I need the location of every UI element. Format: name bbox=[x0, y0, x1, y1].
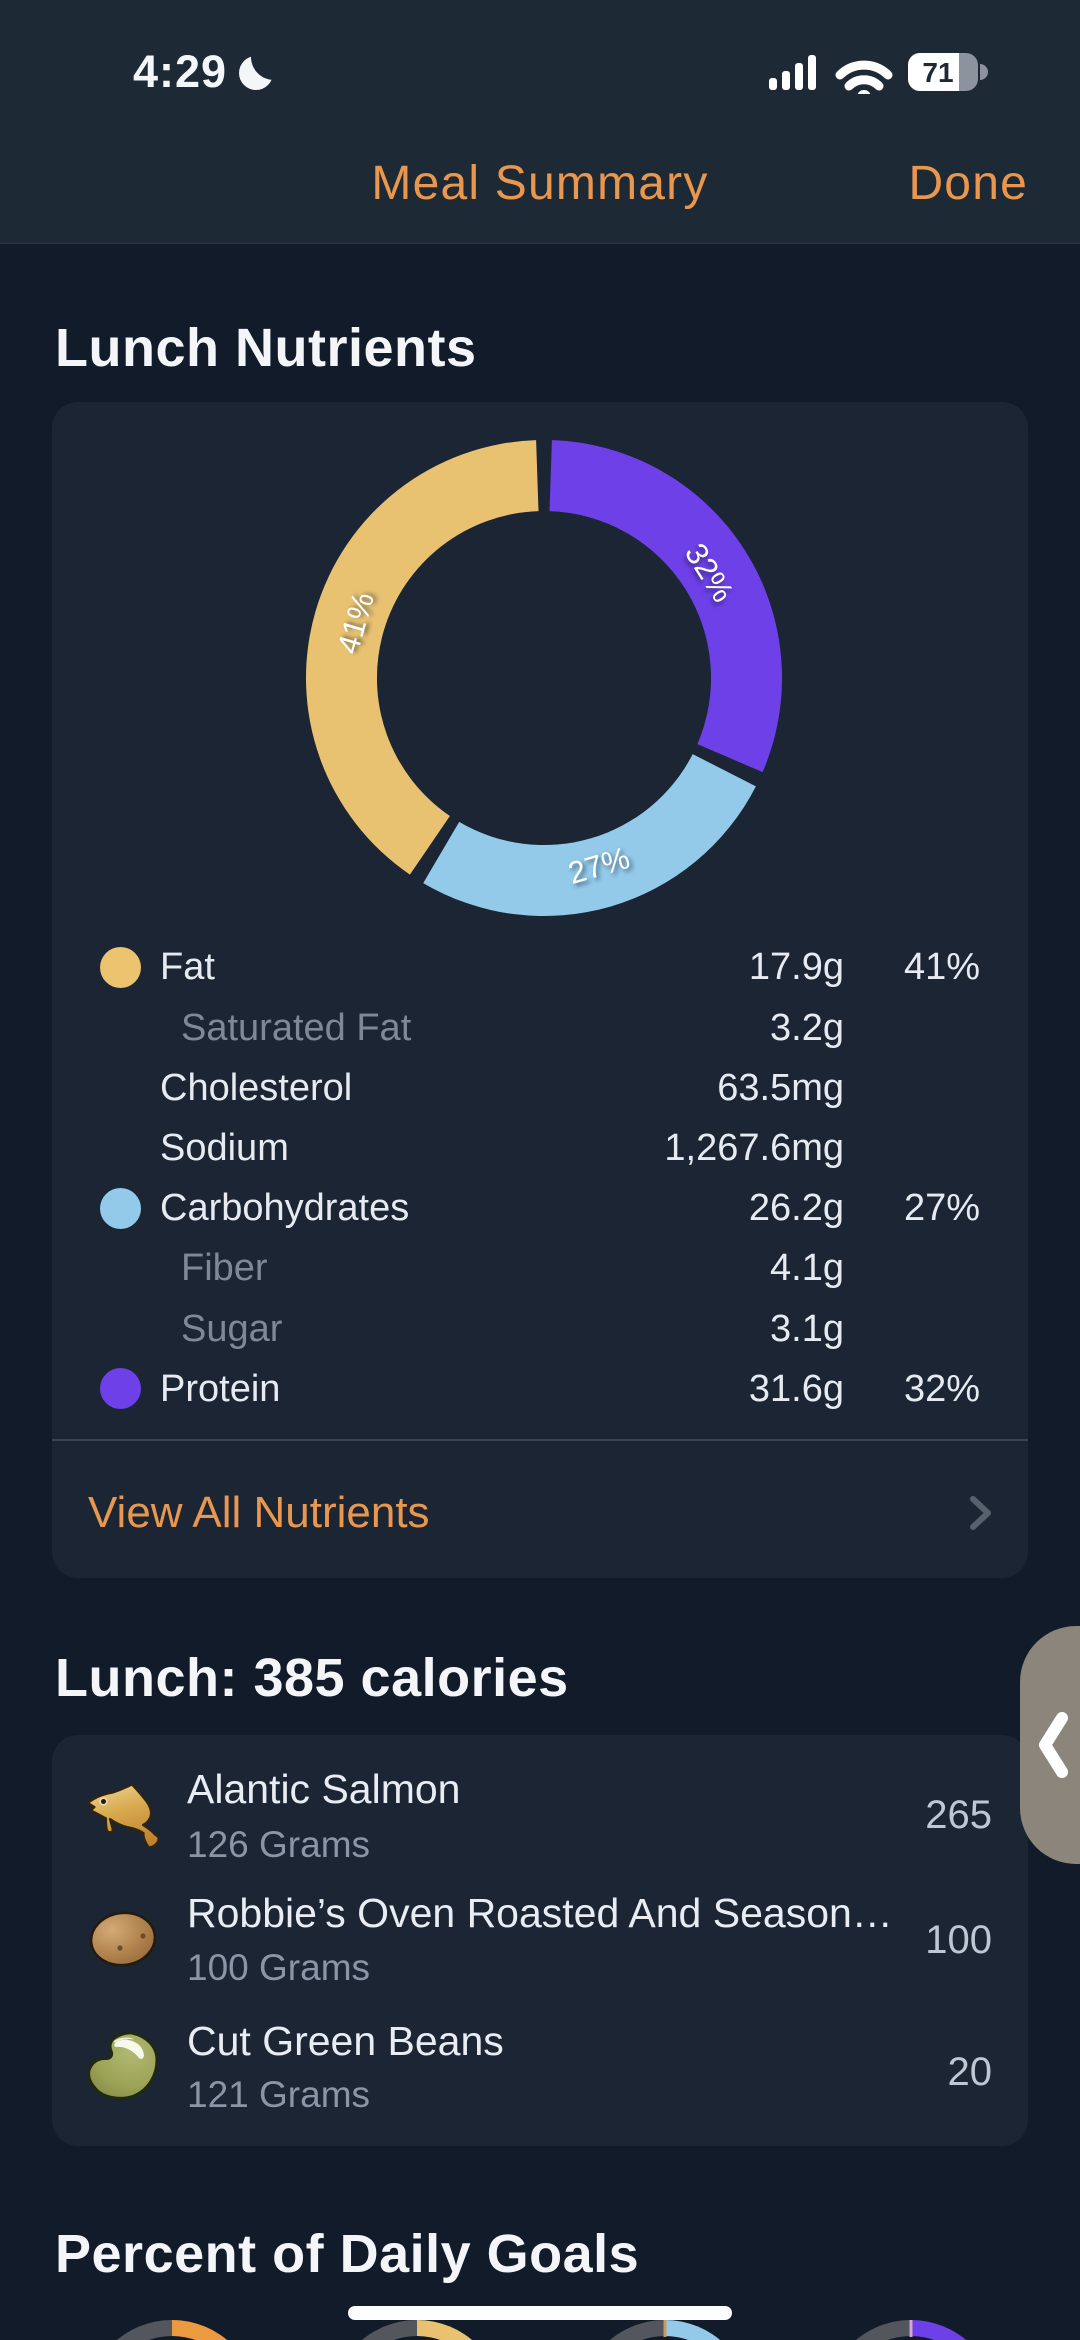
svg-text:71: 71 bbox=[922, 57, 953, 88]
